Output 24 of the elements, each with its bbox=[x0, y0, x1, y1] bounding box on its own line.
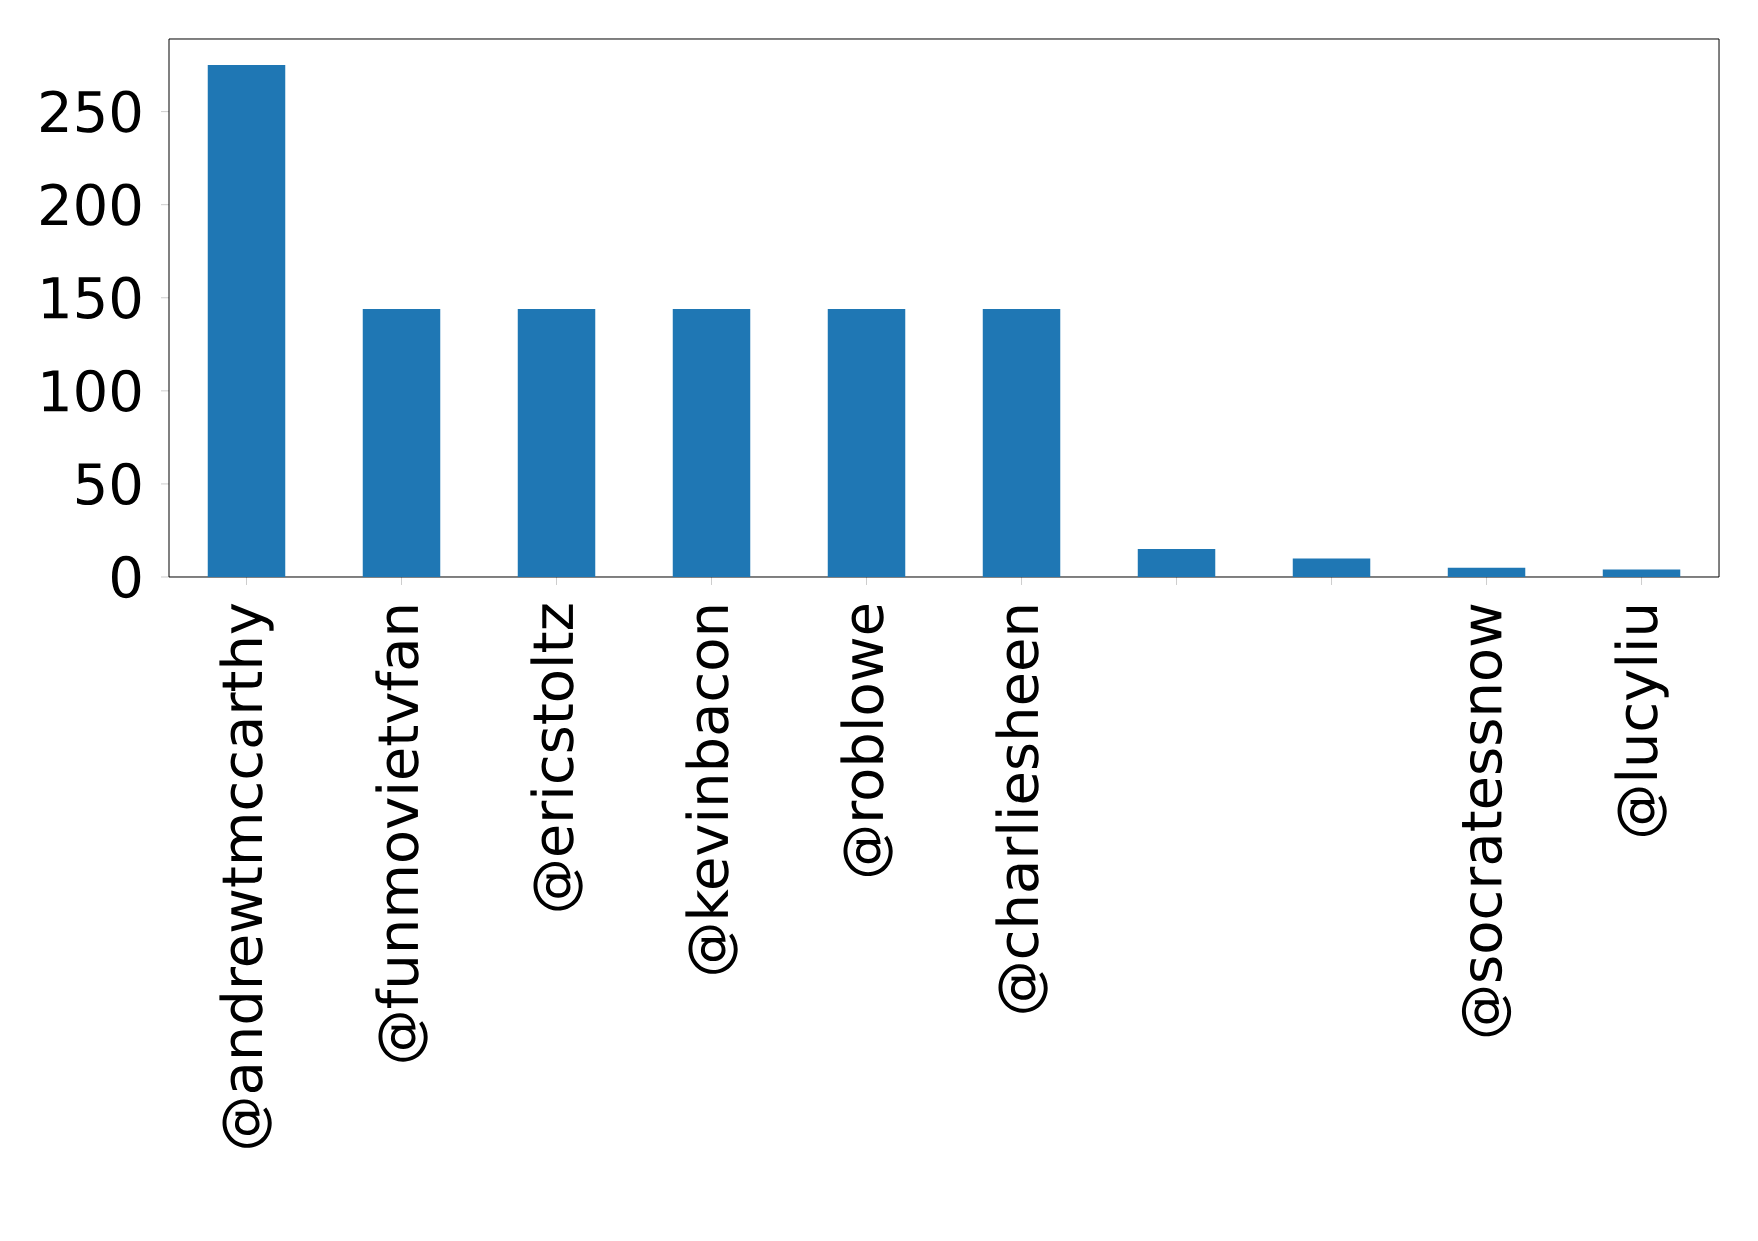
x-tick-label: @socratessnow bbox=[1461, 604, 1512, 1037]
y-tick-label: 50 bbox=[76, 462, 141, 506]
x-tick-label: @funmovietvfan bbox=[375, 606, 428, 1062]
y-tick-label: 150 bbox=[43, 276, 141, 319]
y-tick-label: 200 bbox=[41, 183, 141, 226]
x-tick-label: @roblowe bbox=[840, 604, 893, 877]
bar bbox=[207, 65, 286, 577]
bar bbox=[672, 308, 751, 577]
x-tick-label: @ericstoltz bbox=[530, 604, 583, 911]
y-tick-label: 0 bbox=[112, 555, 141, 599]
x-tick-label: @andrewtmccarthy bbox=[219, 603, 274, 1148]
bar bbox=[1137, 549, 1216, 577]
y-tick-label: 100 bbox=[43, 369, 141, 412]
bar bbox=[1447, 567, 1526, 577]
bar bbox=[1602, 569, 1681, 577]
bar bbox=[1292, 558, 1371, 577]
bar bbox=[827, 308, 906, 577]
x-tick-label: @charliesheen bbox=[995, 606, 1048, 1013]
bar bbox=[982, 308, 1061, 577]
x-tick-label: @lucyliu bbox=[1614, 607, 1669, 836]
x-tick-label: @kevinbacon bbox=[685, 606, 738, 974]
bar bbox=[517, 308, 596, 577]
y-tick-label: 250 bbox=[41, 90, 141, 133]
bar bbox=[362, 308, 441, 577]
